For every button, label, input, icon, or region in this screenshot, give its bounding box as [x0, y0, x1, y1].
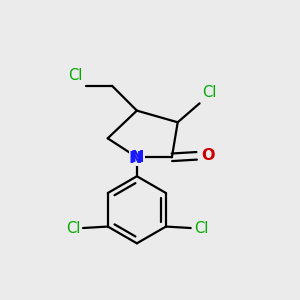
Text: Cl: Cl: [194, 220, 208, 236]
Text: Cl: Cl: [68, 68, 83, 83]
Text: N: N: [129, 151, 142, 166]
Text: Cl: Cl: [202, 85, 217, 100]
Text: N: N: [130, 150, 144, 165]
Text: N: N: [129, 151, 142, 166]
Text: Cl: Cl: [66, 220, 80, 236]
Text: O: O: [201, 148, 214, 163]
Text: N: N: [130, 150, 144, 165]
